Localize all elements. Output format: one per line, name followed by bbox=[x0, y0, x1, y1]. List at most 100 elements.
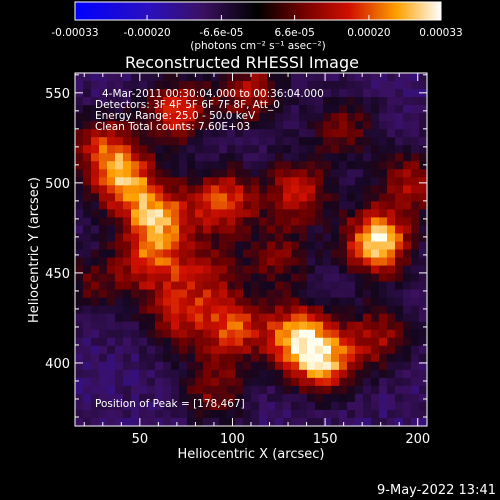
heatmap-cell bbox=[163, 273, 172, 283]
heatmap-cell bbox=[387, 161, 396, 170]
heatmap-cell bbox=[115, 153, 124, 162]
heatmap-cell bbox=[131, 401, 140, 411]
heatmap-cell bbox=[163, 353, 172, 363]
heatmap-cell bbox=[99, 257, 108, 267]
heatmap-cell bbox=[243, 209, 252, 219]
heatmap-cell bbox=[123, 305, 132, 315]
heatmap-cell bbox=[123, 353, 132, 363]
heatmap-cell bbox=[107, 121, 116, 130]
heatmap-cell bbox=[139, 209, 148, 219]
heatmap-cell bbox=[251, 113, 260, 122]
heatmap-cell bbox=[379, 161, 388, 170]
heatmap-cell bbox=[75, 193, 84, 202]
heatmap-cell bbox=[107, 297, 116, 307]
heatmap-cell bbox=[75, 73, 84, 82]
heatmap-cell bbox=[395, 201, 404, 210]
heatmap-cell bbox=[411, 353, 420, 363]
y-tick-label: 550 bbox=[45, 87, 70, 102]
heatmap-cell bbox=[291, 321, 300, 331]
heatmap-cell bbox=[371, 233, 380, 243]
heatmap-cell bbox=[379, 145, 388, 154]
heatmap-cell bbox=[275, 217, 284, 227]
heatmap-cell bbox=[339, 329, 348, 339]
heatmap-cell bbox=[139, 233, 148, 243]
heatmap-cell bbox=[91, 241, 100, 251]
heatmap-cell bbox=[187, 209, 196, 219]
heatmap-cell bbox=[411, 209, 420, 219]
heatmap-cell bbox=[419, 393, 428, 403]
heatmap-cell bbox=[131, 121, 140, 130]
heatmap-cell bbox=[155, 113, 164, 122]
heatmap-cell bbox=[315, 257, 324, 267]
heatmap-cell bbox=[379, 73, 388, 82]
heatmap-cell bbox=[275, 89, 284, 98]
heatmap-cell bbox=[155, 393, 164, 403]
heatmap-cell bbox=[291, 257, 300, 267]
heatmap-cell bbox=[347, 369, 356, 379]
heatmap-cell bbox=[235, 385, 244, 395]
heatmap-cell bbox=[179, 193, 188, 202]
heatmap-cell bbox=[235, 289, 244, 299]
heatmap-cell bbox=[403, 233, 412, 243]
heatmap-cell bbox=[91, 233, 100, 243]
heatmap-cell bbox=[291, 121, 300, 130]
heatmap-cell bbox=[83, 305, 92, 315]
heatmap-cell bbox=[179, 73, 188, 82]
heatmap-cell bbox=[259, 81, 268, 90]
heatmap-cell bbox=[195, 161, 204, 170]
heatmap-cell bbox=[411, 385, 420, 395]
heatmap-cell bbox=[163, 409, 172, 419]
heatmap-cell bbox=[131, 273, 140, 283]
heatmap-cell bbox=[315, 185, 324, 194]
heatmap-cell bbox=[275, 105, 284, 114]
heatmap-cell bbox=[347, 345, 356, 355]
heatmap-cell bbox=[283, 281, 292, 291]
heatmap-cell bbox=[171, 153, 180, 162]
heatmap-cell bbox=[267, 137, 276, 146]
heatmap-cell bbox=[371, 137, 380, 146]
heatmap-cell bbox=[187, 185, 196, 194]
heatmap-cell bbox=[411, 361, 420, 371]
heatmap-cell bbox=[379, 169, 388, 178]
heatmap-cell bbox=[195, 281, 204, 291]
heatmap-cell bbox=[131, 265, 140, 275]
heatmap-cell bbox=[163, 265, 172, 275]
heatmap-cell bbox=[83, 409, 92, 419]
heatmap-cell bbox=[91, 393, 100, 403]
heatmap-cell bbox=[171, 369, 180, 379]
heatmap-cell bbox=[387, 377, 396, 387]
heatmap-cell bbox=[411, 145, 420, 154]
heatmap-cell bbox=[107, 321, 116, 331]
heatmap-cell bbox=[291, 265, 300, 275]
heatmap-cell bbox=[75, 177, 84, 186]
heatmap-cell bbox=[363, 193, 372, 202]
heatmap-cell bbox=[147, 417, 156, 427]
heatmap-cell bbox=[347, 233, 356, 243]
heatmap-cell bbox=[83, 265, 92, 275]
heatmap-cell bbox=[347, 417, 356, 427]
heatmap-cell bbox=[395, 113, 404, 122]
heatmap-cell bbox=[131, 297, 140, 307]
heatmap-cell bbox=[291, 113, 300, 122]
heatmap-cell bbox=[243, 369, 252, 379]
heatmap-cell bbox=[163, 313, 172, 323]
heatmap-cell bbox=[75, 161, 84, 170]
heatmap-cell bbox=[227, 209, 236, 219]
heatmap-cell bbox=[379, 81, 388, 90]
heatmap-cell bbox=[163, 225, 172, 235]
heatmap-cell bbox=[91, 249, 100, 259]
heatmap-cell bbox=[339, 305, 348, 315]
heatmap-cell bbox=[91, 185, 100, 194]
heatmap-cell bbox=[363, 97, 372, 106]
heatmap-cell bbox=[251, 265, 260, 275]
heatmap-cell bbox=[107, 201, 116, 210]
heatmap-cell bbox=[267, 289, 276, 299]
heatmap-cell bbox=[323, 193, 332, 202]
heatmap-cell bbox=[163, 233, 172, 243]
heatmap-cell bbox=[179, 409, 188, 419]
heatmap-cell bbox=[219, 225, 228, 235]
heatmap-cell bbox=[307, 177, 316, 186]
heatmap-cell bbox=[355, 361, 364, 371]
heatmap-cell bbox=[187, 289, 196, 299]
heatmap-cell bbox=[259, 377, 268, 387]
